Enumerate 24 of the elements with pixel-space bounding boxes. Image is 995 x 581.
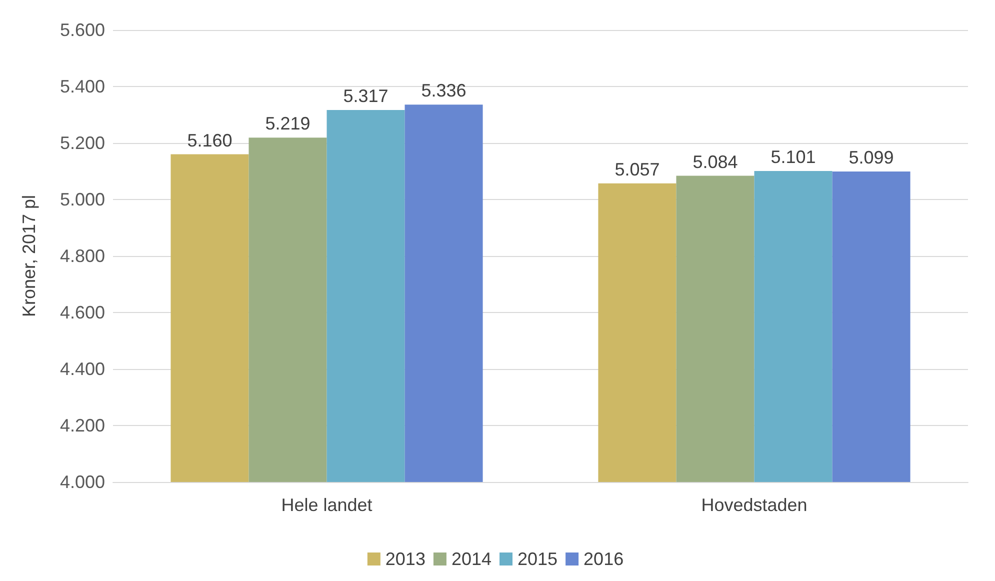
x-tick-label: Hele landet bbox=[281, 495, 372, 515]
data-label: 5.219 bbox=[265, 114, 310, 134]
y-tick-label: 4.400 bbox=[60, 359, 105, 379]
data-label: 5.317 bbox=[343, 86, 388, 106]
data-label: 5.160 bbox=[187, 130, 232, 150]
x-tick-label: Hovedstaden bbox=[701, 495, 808, 515]
legend-label: 2013 bbox=[385, 549, 426, 569]
legend-label: 2015 bbox=[518, 549, 558, 569]
y-tick-label: 4.800 bbox=[60, 246, 105, 266]
y-tick-label: 4.000 bbox=[60, 472, 105, 492]
data-label: 5.336 bbox=[421, 80, 466, 101]
data-label: 5.101 bbox=[770, 146, 816, 167]
data-label: 5.057 bbox=[614, 159, 660, 180]
data-label: 5.099 bbox=[848, 148, 894, 168]
y-tick-label: 4.600 bbox=[60, 302, 105, 322]
y-tick-label: 5.000 bbox=[60, 190, 105, 210]
y-axis-title: Kroner, 2017 pl bbox=[19, 194, 39, 318]
y-tick-label: 5.600 bbox=[60, 20, 105, 40]
y-tick-label: 5.200 bbox=[60, 133, 105, 153]
legend-label: 2016 bbox=[584, 549, 624, 569]
data-label: 5.084 bbox=[692, 152, 738, 172]
legend-label: 2014 bbox=[451, 549, 492, 569]
y-tick-label: 5.400 bbox=[60, 76, 105, 96]
y-tick-label: 4.200 bbox=[60, 416, 105, 436]
